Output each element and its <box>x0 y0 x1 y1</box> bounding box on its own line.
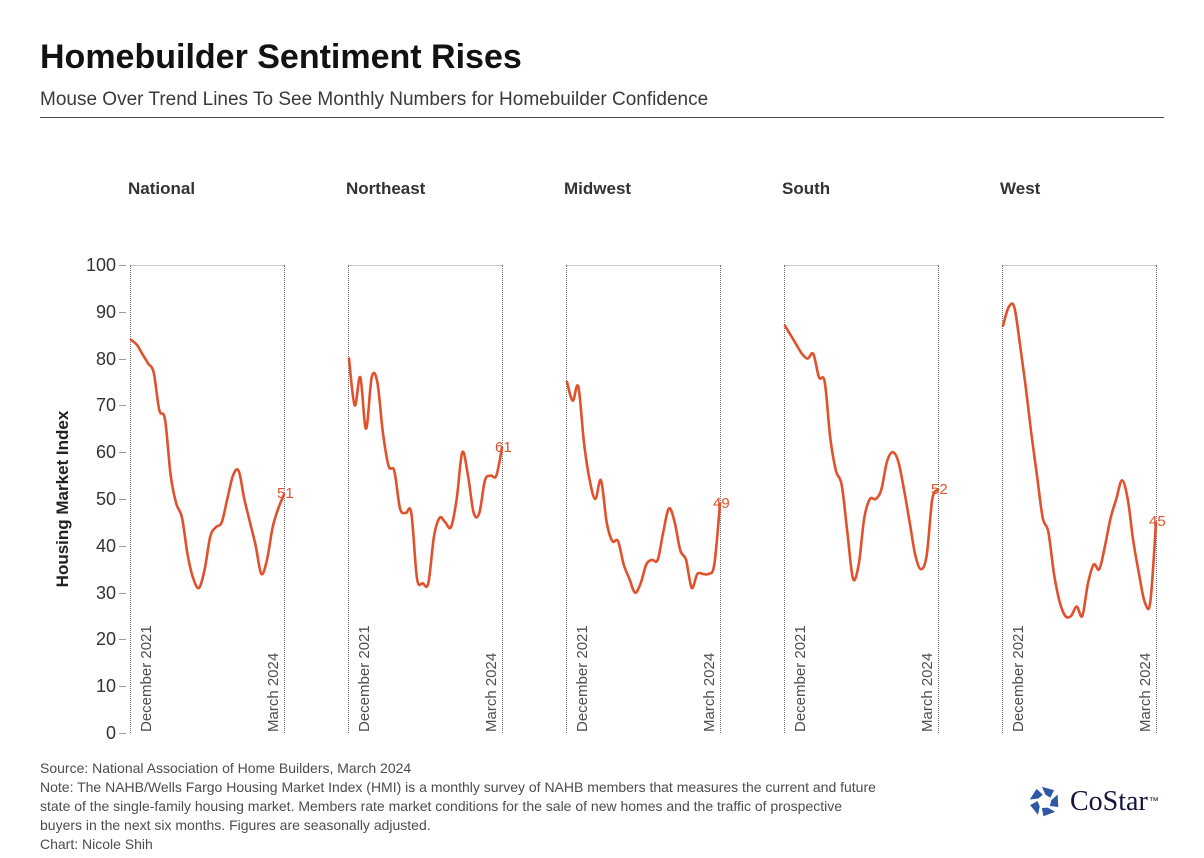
panel-title-south: South <box>782 179 831 198</box>
footer-credit: Chart: Nicole Shih <box>40 836 153 852</box>
footer-note-line: Note: The NAHB/Wells Fargo Housing Marke… <box>40 779 876 795</box>
trend-chart-national <box>129 338 286 590</box>
panel-national: December 2021 March 2024 51 <box>129 265 294 733</box>
y-tick-label: 30 <box>95 582 116 603</box>
panel-top-gridline <box>349 265 502 266</box>
panel-south: December 2021 March 2024 52 <box>783 265 948 733</box>
panel-top-gridline <box>785 265 938 266</box>
footer-note-line: state of the single-family housing marke… <box>40 798 843 814</box>
panel-top-gridline <box>1003 265 1156 266</box>
end-value-label-west: 45 <box>1149 513 1166 531</box>
x-start-label: December 2021 <box>356 625 373 732</box>
panel-title-midwest: Midwest <box>564 179 632 198</box>
panel-title-west: West <box>1000 179 1041 198</box>
trend-line-west[interactable] <box>1001 302 1158 619</box>
costar-logo-text: CoStar <box>1070 785 1148 817</box>
footer-note-line: buyers in the next six months. Figures a… <box>40 817 431 833</box>
y-tick-mark <box>119 733 126 734</box>
y-tick-mark <box>119 592 126 594</box>
x-end-label: March 2024 <box>483 652 500 732</box>
costar-trademark: ™ <box>1148 796 1159 807</box>
y-tick-mark <box>119 311 126 313</box>
x-start-label: December 2021 <box>792 625 809 732</box>
costar-logo-icon <box>1029 786 1059 817</box>
x-start-label: December 2021 <box>574 625 591 732</box>
panel-title-northeast: Northeast <box>346 179 426 198</box>
x-end-label: March 2024 <box>701 652 718 732</box>
panel-midwest: December 2021 March 2024 49 <box>565 265 730 733</box>
y-tick-label: 80 <box>95 348 116 369</box>
footer-source: Source: National Association of Home Bui… <box>40 760 412 776</box>
y-tick-mark <box>119 545 126 547</box>
trend-line-south[interactable] <box>783 324 940 582</box>
trend-chart-northeast <box>347 357 504 589</box>
panel-west: December 2021 March 2024 45 <box>1001 265 1166 733</box>
trend-chart-midwest <box>565 380 722 594</box>
y-tick-mark <box>119 639 126 641</box>
page-subtitle: Mouse Over Trend Lines To See Monthly Nu… <box>40 89 709 110</box>
trend-line-midwest[interactable] <box>565 380 722 594</box>
y-tick-label: 60 <box>95 442 116 463</box>
y-tick-label: 0 <box>105 723 116 743</box>
x-end-label: March 2024 <box>265 652 282 732</box>
y-tick-label: 90 <box>95 301 116 322</box>
trend-line-northeast[interactable] <box>347 357 504 589</box>
trend-chart-south <box>783 324 940 582</box>
page-title: Homebuilder Sentiment Rises <box>40 38 522 76</box>
y-tick-label: 100 <box>85 255 116 275</box>
y-tick-mark <box>119 265 126 266</box>
y-tick-label: 40 <box>95 535 116 556</box>
y-tick-mark <box>119 499 126 500</box>
end-value-label-national: 51 <box>277 485 294 503</box>
y-tick-mark <box>119 452 126 454</box>
y-tick-label: 50 <box>95 489 116 509</box>
y-tick-label: 10 <box>95 676 116 697</box>
end-value-label-northeast: 61 <box>495 438 512 456</box>
footer: Source: National Association of Home Bui… <box>40 759 876 854</box>
y-tick-label: 20 <box>95 629 116 650</box>
y-tick-mark <box>119 686 126 688</box>
x-end-label: March 2024 <box>919 652 936 732</box>
x-start-label: December 2021 <box>138 625 155 732</box>
panel-northeast: December 2021 March 2024 61 <box>347 265 512 733</box>
trend-chart-west <box>1001 302 1158 619</box>
end-value-label-midwest: 49 <box>713 494 730 512</box>
x-start-label: December 2021 <box>1010 625 1027 732</box>
trend-line-national[interactable] <box>129 338 286 590</box>
panel-top-gridline <box>131 265 284 266</box>
header-divider <box>40 117 1164 118</box>
end-value-label-south: 52 <box>931 480 948 498</box>
y-tick-mark <box>119 405 126 407</box>
costar-logo: CoStar ™ <box>1026 783 1159 820</box>
x-end-label: March 2024 <box>1137 652 1154 732</box>
y-tick-label: 70 <box>95 395 116 416</box>
panel-title-national: National <box>128 179 196 198</box>
y-tick-mark <box>119 358 126 360</box>
panel-top-gridline <box>567 265 720 266</box>
